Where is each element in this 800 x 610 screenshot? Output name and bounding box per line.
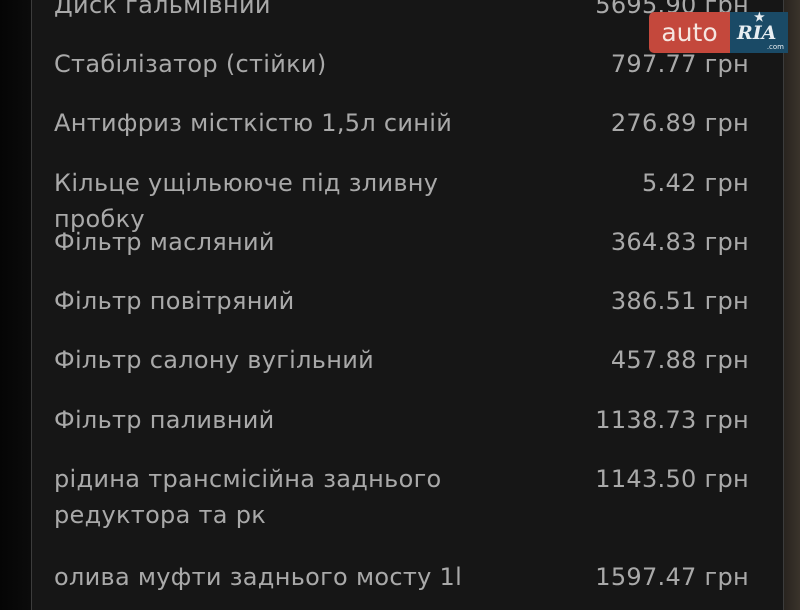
list-item: Фільтр паливний 1138.73 грн [54,402,749,438]
item-name: Антифриз місткістю 1,5л синій [54,109,453,137]
list-item: Стабілізатор (стійки) 797.77 грн [54,46,749,82]
item-name: Фільтр паливний [54,406,275,434]
item-price: 1138.73 грн [595,406,749,434]
item-name: Фільтр масляний [54,228,275,256]
item-price: 1597.47 грн [595,563,749,591]
list-item: Кільце ущільююче під зливну пробку 5.42 г… [54,165,749,237]
item-price: 386.51 грн [610,287,749,315]
parts-price-list: Диск гальмівний 5695.90 грн Стабілізатор (… [31,0,784,610]
list-item: Фільтр масляний 364.83 грн [54,224,749,260]
item-name: Фільтр салону вугільний [54,346,375,374]
logo-ria: ★ RIA .com [730,10,788,53]
autoria-watermark-logo: auto ★ RIA .com [649,10,788,53]
item-name: Стабілізатор (стійки) [54,50,327,78]
logo-auto: auto [649,12,730,53]
item-price: 457.88 грн [610,346,749,374]
item-price: 797.77 грн [610,50,749,78]
list-item: Диск гальмівний 5695.90 грн [54,0,749,23]
item-name: рідина трансмісійна заднього редуктора т… [54,465,442,529]
list-item: рідина трансмісійна заднього редуктора т… [54,461,749,533]
item-name: олива муфти заднього мосту 1l [54,563,463,591]
list-item: Фільтр повітряний 386.51 грн [54,283,749,319]
star-icon: ★ [754,10,765,24]
list-item: Фільтр салону вугільний 457.88 грн [54,342,749,378]
list-item: Антифриз місткістю 1,5л синій 276.89 грн [54,105,749,141]
item-name: Кільце ущільююче під зливну пробку [54,169,439,233]
item-price: 5.42 грн [641,169,749,197]
item-price: 276.89 грн [610,109,749,137]
list-item: олива муфти заднього мосту 1l 1597.47 грн [54,559,749,595]
item-price: 364.83 грн [610,228,749,256]
item-price: 1143.50 грн [595,465,749,493]
item-name: Диск гальмівний [54,0,271,19]
item-name: Фільтр повітряний [54,287,295,315]
